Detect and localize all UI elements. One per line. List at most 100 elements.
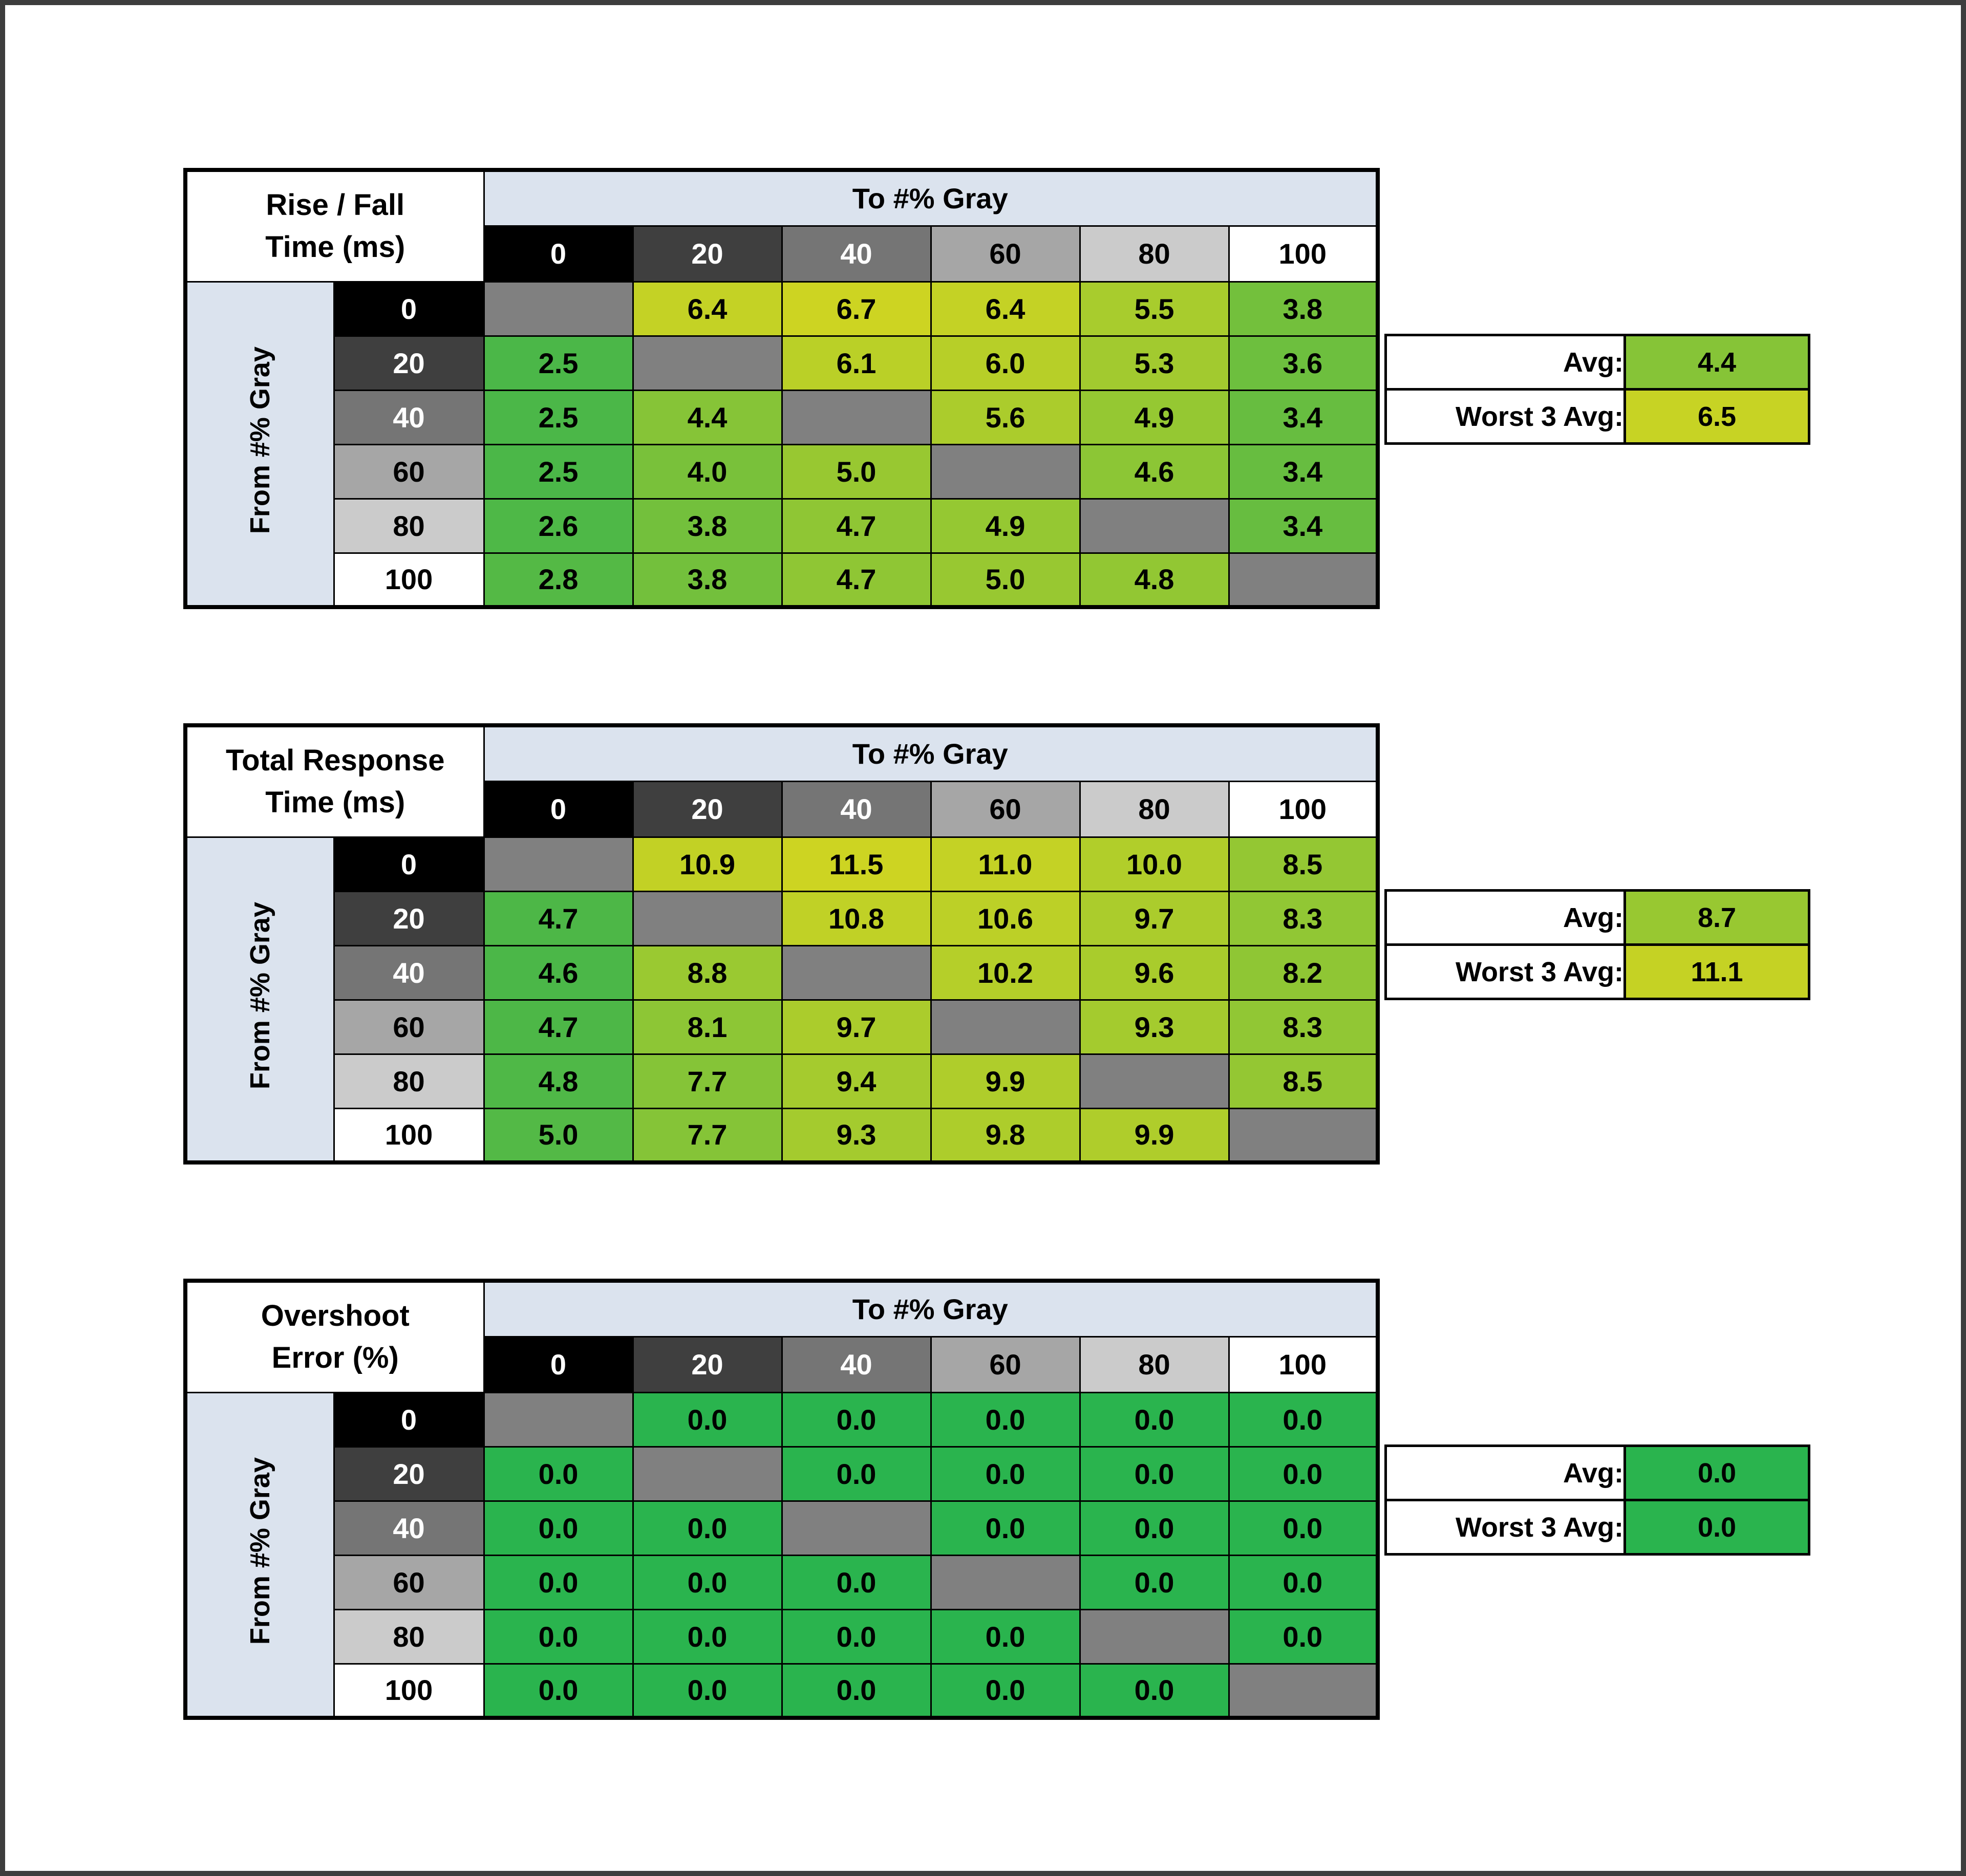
col-header-60: 60 — [930, 780, 1081, 838]
value-cell: 0.0 — [483, 1500, 634, 1556]
value-cell: 4.8 — [1079, 552, 1230, 608]
diagonal-cell — [930, 999, 1081, 1055]
value-cell: 3.8 — [632, 552, 783, 608]
col-header-0: 0 — [483, 225, 634, 283]
value-cell: 9.3 — [1079, 999, 1230, 1055]
value-cell: 4.7 — [483, 999, 634, 1055]
value-cell: 4.7 — [781, 498, 932, 554]
value-cell: 6.0 — [930, 335, 1081, 391]
to-gray-header: To #% Gray — [483, 1280, 1379, 1338]
value-cell: 4.9 — [930, 498, 1081, 554]
value-cell: 0.0 — [1228, 1500, 1379, 1556]
table-title-line: Overshoot — [261, 1299, 410, 1333]
col-header-0: 0 — [483, 780, 634, 838]
value-cell: 0.0 — [781, 1446, 932, 1502]
from-gray-label-text: From #% Gray — [245, 1457, 276, 1645]
value-cell: 0.0 — [930, 1663, 1081, 1719]
value-cell: 0.0 — [632, 1500, 783, 1556]
worst3avg-label: Worst 3 Avg: — [1384, 388, 1626, 445]
col-header-80: 80 — [1079, 225, 1230, 283]
diagonal-cell — [781, 944, 932, 1001]
value-cell: 7.7 — [632, 1053, 783, 1109]
value-cell: 7.7 — [632, 1107, 783, 1163]
row-header-0: 0 — [333, 836, 485, 892]
value-cell: 4.0 — [632, 443, 783, 500]
value-cell: 6.7 — [781, 281, 932, 337]
to-gray-header: To #% Gray — [483, 169, 1379, 227]
avg-value: 4.4 — [1623, 334, 1810, 391]
diagonal-cell — [930, 443, 1081, 500]
col-header-100: 100 — [1228, 1335, 1379, 1393]
value-cell: 0.0 — [781, 1608, 932, 1665]
value-cell: 8.8 — [632, 944, 783, 1001]
row-header-20: 20 — [333, 1446, 485, 1502]
value-cell: 9.4 — [781, 1053, 932, 1109]
to-gray-header: To #% Gray — [483, 724, 1379, 782]
value-cell: 6.4 — [632, 281, 783, 337]
value-cell: 2.6 — [483, 498, 634, 554]
value-cell: 3.4 — [1228, 498, 1379, 554]
col-header-40: 40 — [781, 1335, 932, 1393]
value-cell: 2.8 — [483, 552, 634, 608]
value-cell: 8.5 — [1228, 1053, 1379, 1109]
diagonal-cell — [1079, 1608, 1230, 1665]
value-cell: 2.5 — [483, 335, 634, 391]
value-cell: 0.0 — [781, 1663, 932, 1719]
value-cell: 0.0 — [781, 1554, 932, 1610]
diagonal-cell — [1079, 498, 1230, 554]
row-header-40: 40 — [333, 389, 485, 445]
row-header-80: 80 — [333, 1053, 485, 1109]
diagonal-cell — [781, 1500, 932, 1556]
value-cell: 10.0 — [1079, 836, 1230, 892]
avg-value: 0.0 — [1623, 1444, 1810, 1501]
table-title: Rise / Fall Time (ms) — [184, 169, 485, 283]
diagonal-cell — [483, 281, 634, 337]
value-cell: 10.6 — [930, 890, 1081, 946]
table-title-line: Time (ms) — [265, 786, 405, 820]
value-cell: 2.5 — [483, 389, 634, 445]
col-header-20: 20 — [632, 780, 783, 838]
from-gray-label: From #% Gray — [184, 1391, 335, 1719]
value-cell: 3.4 — [1228, 443, 1379, 500]
value-cell: 9.9 — [930, 1053, 1081, 1109]
value-cell: 9.9 — [1079, 1107, 1230, 1163]
value-cell: 8.3 — [1228, 890, 1379, 946]
value-cell: 0.0 — [483, 1554, 634, 1610]
value-cell: 6.4 — [930, 281, 1081, 337]
col-header-60: 60 — [930, 1335, 1081, 1393]
row-header-0: 0 — [333, 281, 485, 337]
value-cell: 0.0 — [1079, 1554, 1230, 1610]
value-cell: 0.0 — [483, 1663, 634, 1719]
row-header-60: 60 — [333, 443, 485, 500]
value-cell: 4.7 — [781, 552, 932, 608]
value-cell: 5.3 — [1079, 335, 1230, 391]
value-cell: 0.0 — [632, 1663, 783, 1719]
col-header-0: 0 — [483, 1335, 634, 1393]
col-header-20: 20 — [632, 225, 783, 283]
value-cell: 0.0 — [1079, 1391, 1230, 1448]
value-cell: 4.4 — [632, 389, 783, 445]
value-cell: 8.5 — [1228, 836, 1379, 892]
value-cell: 0.0 — [781, 1391, 932, 1448]
col-header-40: 40 — [781, 780, 932, 838]
from-gray-label: From #% Gray — [184, 836, 335, 1163]
from-gray-label-text: From #% Gray — [245, 347, 276, 534]
value-cell: 0.0 — [1079, 1446, 1230, 1502]
worst3avg-label: Worst 3 Avg: — [1384, 1499, 1626, 1556]
col-header-20: 20 — [632, 1335, 783, 1393]
diagonal-cell — [1228, 1107, 1379, 1163]
response-matrix-table-2: Overshoot Error (%) To #% Gray 0 20 40 60 80 100… — [183, 1279, 1380, 1720]
value-cell: 4.6 — [483, 944, 634, 1001]
value-cell: 0.0 — [930, 1391, 1081, 1448]
table-title-line: Error (%) — [271, 1341, 399, 1375]
from-gray-label-text: From #% Gray — [245, 902, 276, 1090]
value-cell: 9.7 — [781, 999, 932, 1055]
value-cell: 8.1 — [632, 999, 783, 1055]
value-cell: 5.0 — [483, 1107, 634, 1163]
table-title-line: Rise / Fall — [266, 188, 405, 222]
value-cell: 2.5 — [483, 443, 634, 500]
value-cell: 9.3 — [781, 1107, 932, 1163]
row-header-40: 40 — [333, 944, 485, 1001]
worst3avg-value: 6.5 — [1623, 388, 1810, 445]
